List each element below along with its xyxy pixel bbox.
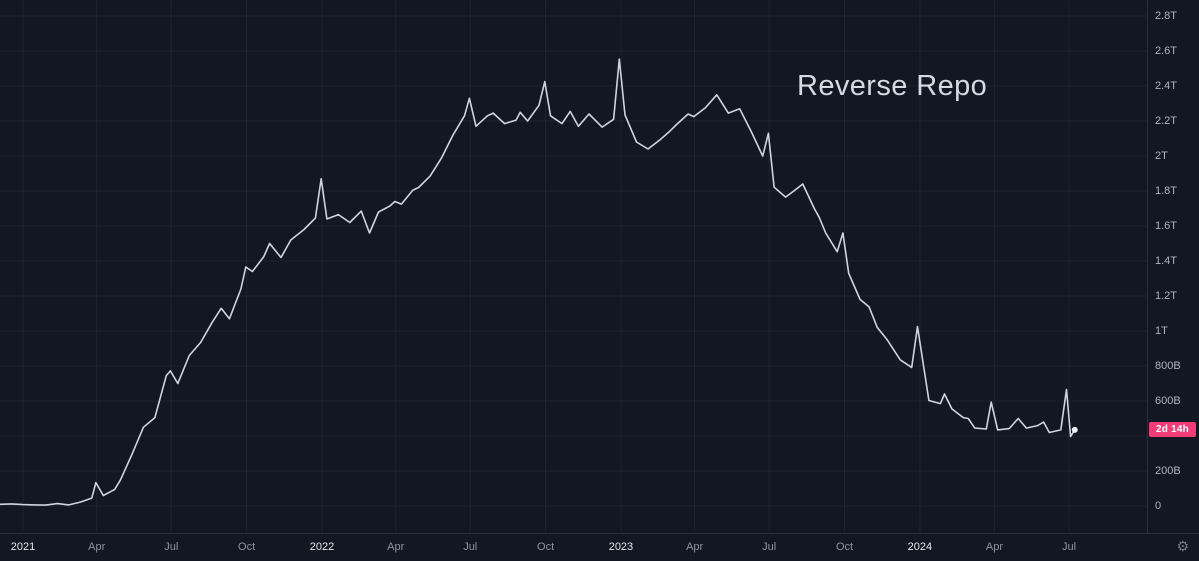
- price-line: [0, 58, 1076, 506]
- y-axis-label: 2.8T: [1155, 10, 1178, 22]
- y-axis-label: 200B: [1155, 465, 1181, 477]
- y-axis-label: 2.4T: [1155, 80, 1178, 92]
- y-axis-label: 2T: [1155, 150, 1168, 162]
- y-axis-label: 0: [1155, 500, 1162, 512]
- x-axis-label-year: 2022: [309, 541, 335, 553]
- last-price-dot: [1071, 426, 1078, 433]
- countdown-badge: 2d 14h: [1149, 421, 1196, 437]
- x-axis-label-month: Oct: [238, 541, 256, 553]
- x-axis-label-month: Oct: [537, 541, 555, 553]
- y-axis-label: 800B: [1155, 360, 1181, 372]
- x-axis-label-month: Jul: [164, 541, 179, 553]
- x-axis-label-month: Apr: [387, 541, 405, 553]
- x-axis-label-year: 2024: [907, 541, 933, 553]
- x-axis-label-month: Apr: [686, 541, 704, 553]
- y-axis-label: 1.2T: [1155, 290, 1178, 302]
- x-axis-label-year: 2021: [10, 541, 36, 553]
- x-axis-label-month: Apr: [985, 541, 1004, 553]
- x-axis-label-month: Apr: [88, 541, 106, 553]
- x-axis-label-month: Jul: [463, 541, 478, 553]
- settings-icon[interactable]: ⚙: [1176, 538, 1189, 554]
- x-axis-label-year: 2023: [608, 541, 634, 553]
- y-axis-label: 1.6T: [1155, 220, 1178, 232]
- y-axis-label: 1.8T: [1155, 185, 1178, 197]
- y-axis-label: 600B: [1155, 395, 1181, 407]
- time-axis[interactable]: 2021 Apr Jul Oct 2022 Apr Jul Oct 2023 Apr Jul Oct 2…: [0, 533, 1199, 561]
- y-axis-label: 2.6T: [1155, 45, 1178, 57]
- price-chart-canvas[interactable]: Reverse Repo: [0, 0, 1147, 533]
- x-axis-label-month: Jul: [1061, 541, 1077, 553]
- x-axis-label-month: Jul: [762, 541, 777, 553]
- price-axis[interactable]: 2.8T 2.6T 2.4T 2.2T 2T 1.8T 1.6T 1.4T 1.2T 1T 800B…: [1147, 0, 1199, 533]
- y-axis-label: 2.2T: [1155, 115, 1178, 127]
- y-axis-label: 1T: [1155, 325, 1168, 337]
- price-chart-svg: [0, 0, 1147, 533]
- countdown-label: 2d 14h: [1156, 423, 1189, 435]
- x-axis-label-month: Oct: [836, 541, 854, 553]
- y-axis-label: 1.4T: [1155, 255, 1178, 267]
